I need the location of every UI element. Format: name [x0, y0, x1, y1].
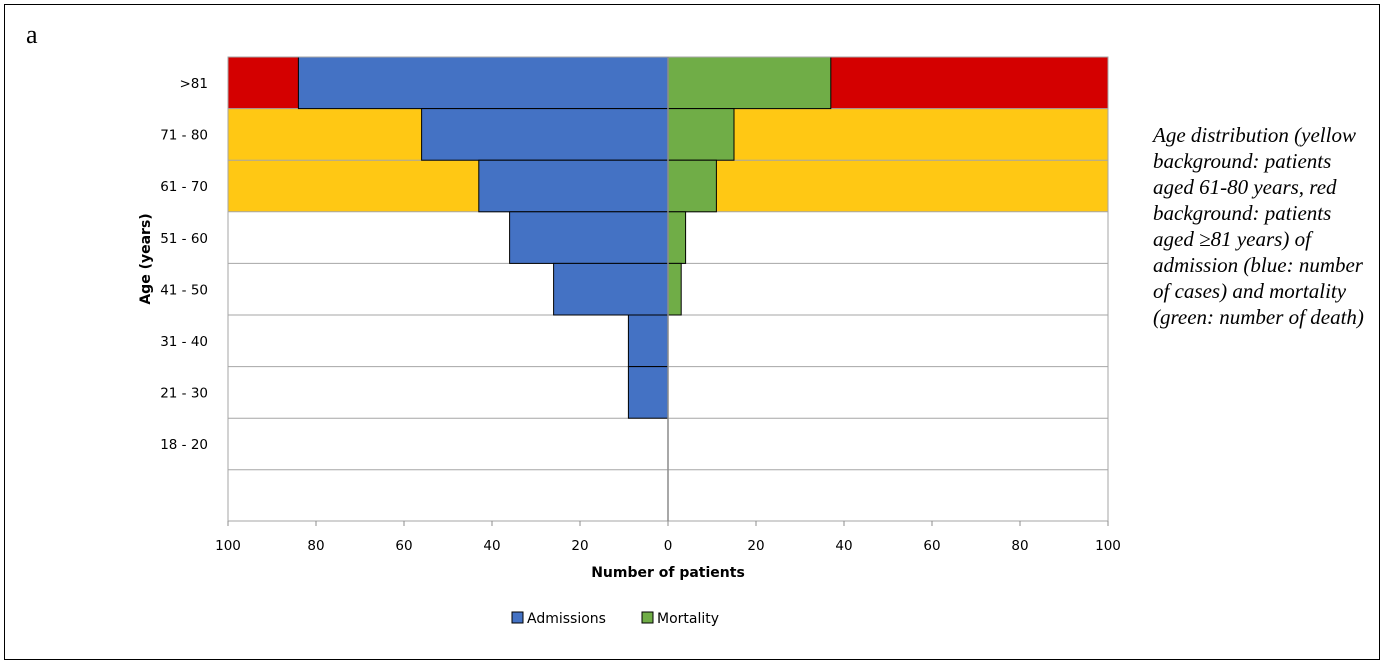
- panel-label: a: [26, 20, 38, 49]
- x-tick-label: 40: [483, 538, 500, 554]
- x-tick-label: 60: [395, 538, 412, 554]
- x-tick-label: 100: [1095, 538, 1121, 554]
- x-tick-label: 0: [664, 538, 673, 554]
- bar-mortality-61-70: [667, 159, 717, 213]
- y-axis-title: Age (years): [138, 213, 154, 304]
- bar-admissions-71-80: [421, 108, 669, 161]
- y-tick-label-21-30: 21 - 30: [160, 386, 208, 402]
- bar-admissions-61-70: [478, 159, 669, 213]
- x-tick-label: 40: [835, 538, 852, 554]
- bar-mortality-71-80: [667, 108, 735, 161]
- bar-admissions-81: [297, 56, 669, 110]
- x-tick-label: 100: [215, 538, 241, 554]
- bar-mortality-41-50: [667, 262, 682, 316]
- y-tick-label-18-20: 18 - 20: [160, 437, 208, 453]
- x-axis-title: Number of patients: [591, 565, 745, 581]
- bar-admissions-41-50: [553, 262, 669, 316]
- x-tick-label: 20: [571, 538, 588, 554]
- tick-labels: 100 80 60 40 20 0 20 40 60 80 100 >81 71 - 80 61 - 70…: [160, 76, 1121, 554]
- y-tick-label-61-70: 61 - 70: [160, 179, 208, 195]
- bar-mortality-81: [667, 56, 832, 110]
- bars: [297, 56, 832, 419]
- legend: Admissions Mortality: [511, 611, 719, 627]
- legend-label-mortality: Mortality: [657, 611, 719, 627]
- x-tick-label: 20: [747, 538, 764, 554]
- bar-mortality-51-60: [667, 211, 687, 264]
- x-tick-label: 60: [923, 538, 940, 554]
- figure-caption: Age distribution (yellow background: pat…: [1153, 123, 1364, 329]
- y-tick-label-41-50: 41 - 50: [160, 282, 208, 298]
- bar-admissions-31-40: [627, 314, 669, 368]
- legend-label-admissions: Admissions: [527, 611, 606, 627]
- y-tick-label-71-80: 71 - 80: [160, 128, 208, 144]
- y-tick-label-31-40: 31 - 40: [160, 334, 208, 350]
- y-tick-label-51-60: 51 - 60: [160, 231, 208, 247]
- bar-admissions-51-60: [509, 211, 669, 264]
- x-tick-label: 80: [307, 538, 324, 554]
- legend-swatch-mortality: [641, 611, 654, 624]
- x-tick-label: 80: [1011, 538, 1028, 554]
- bar-admissions-21-30: [627, 366, 669, 419]
- y-tick-label-81: >81: [180, 76, 209, 92]
- legend-swatch-admissions: [511, 611, 524, 624]
